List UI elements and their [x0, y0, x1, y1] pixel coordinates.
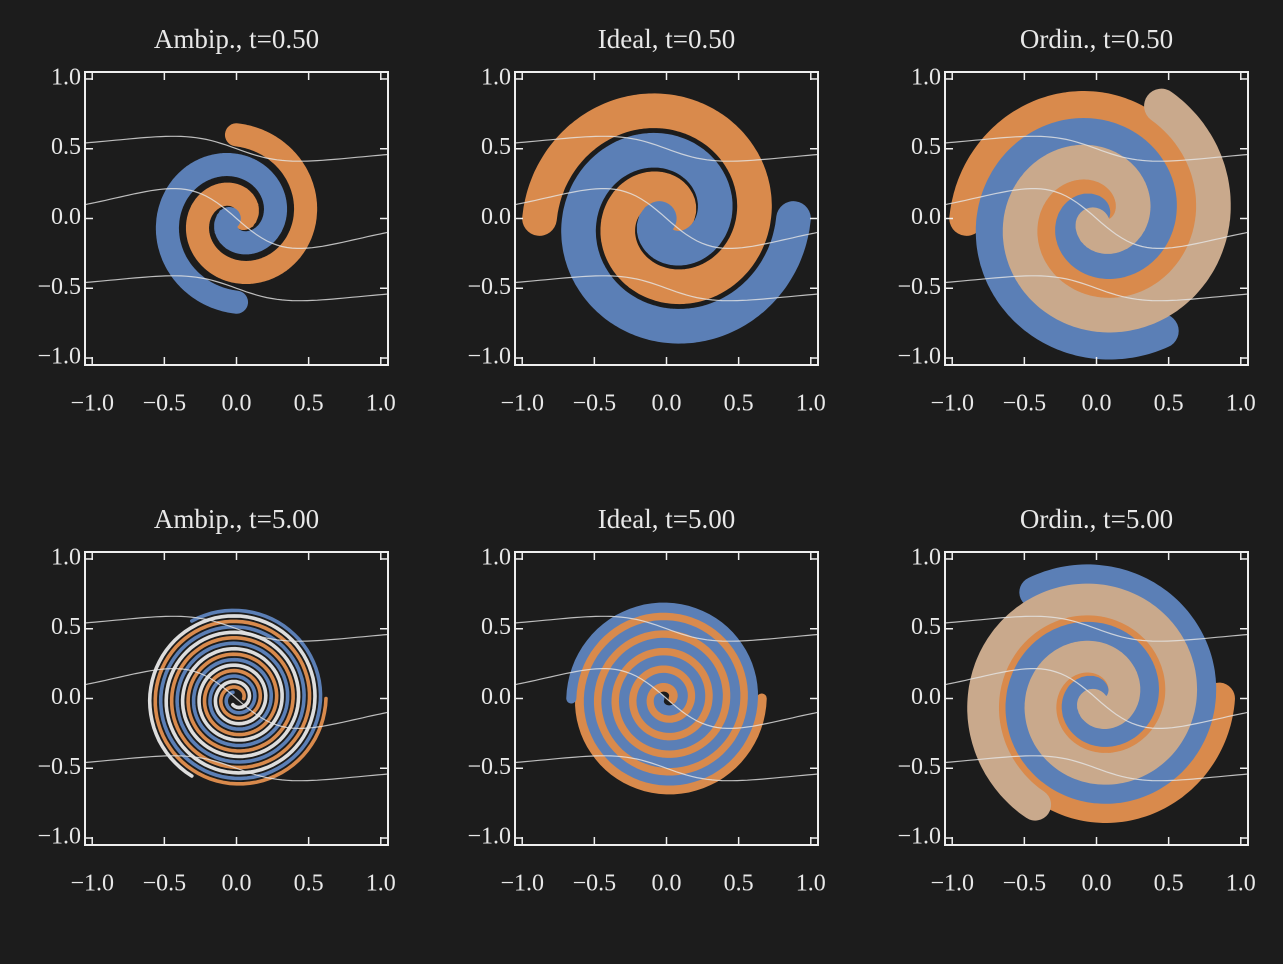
x-tick-label: −1.0: [500, 391, 544, 417]
page: {"chart_data": [ {"type": "image", "titl…: [0, 0, 1283, 964]
y-tick-label: −1.0: [467, 824, 511, 850]
x-tick-label: −1.0: [930, 871, 974, 897]
y-tick-label: 0.0: [911, 684, 941, 710]
y-tick-label: −0.5: [37, 274, 81, 300]
x-tick-label: 0.0: [652, 391, 682, 417]
x-tick-label: 1.0: [1226, 871, 1256, 897]
x-tick-label: 0.0: [222, 871, 252, 897]
x-tick-label: −0.5: [573, 391, 617, 417]
x-tick-label: 1.0: [796, 391, 826, 417]
y-tick-label: 0.5: [911, 134, 941, 160]
panel-title: Ordin., t=5.00: [1020, 504, 1173, 534]
x-tick-label: 1.0: [366, 391, 396, 417]
y-tick-label: 1.0: [911, 64, 941, 90]
x-tick-label: −0.5: [1003, 391, 1047, 417]
x-tick-label: −0.5: [573, 871, 617, 897]
y-tick-label: −1.0: [897, 824, 941, 850]
x-tick-label: −1.0: [500, 871, 544, 897]
y-tick-label: 0.5: [51, 134, 81, 160]
y-tick-label: 0.0: [911, 204, 941, 230]
x-tick-label: −1.0: [930, 391, 974, 417]
x-tick-label: 0.0: [652, 871, 682, 897]
panel-title: Ideal, t=5.00: [598, 504, 735, 534]
y-tick-label: 1.0: [481, 64, 511, 90]
y-tick-label: 0.5: [481, 134, 511, 160]
panel-title: Ideal, t=0.50: [598, 24, 735, 54]
y-tick-label: 0.0: [51, 684, 81, 710]
x-tick-label: 0.0: [1082, 871, 1112, 897]
y-tick-label: −0.5: [37, 754, 81, 780]
x-tick-label: −1.0: [70, 391, 114, 417]
y-tick-label: 1.0: [481, 544, 511, 570]
y-tick-label: 0.5: [481, 614, 511, 640]
y-tick-label: 1.0: [911, 544, 941, 570]
y-tick-label: 1.0: [51, 544, 81, 570]
panel-title: Ambip., t=5.00: [154, 504, 319, 534]
x-tick-label: −0.5: [143, 391, 187, 417]
x-tick-label: −0.5: [143, 871, 187, 897]
x-tick-label: −1.0: [70, 871, 114, 897]
x-tick-label: −0.5: [1003, 871, 1047, 897]
x-tick-label: 0.5: [724, 391, 754, 417]
y-tick-label: −0.5: [467, 274, 511, 300]
y-tick-label: −1.0: [37, 824, 81, 850]
x-tick-label: 1.0: [366, 871, 396, 897]
y-tick-label: 0.0: [51, 204, 81, 230]
x-tick-label: 0.5: [294, 871, 324, 897]
y-tick-label: −1.0: [37, 344, 81, 370]
x-tick-label: 0.0: [222, 391, 252, 417]
panel-title: Ambip., t=0.50: [154, 24, 319, 54]
x-tick-label: 1.0: [796, 871, 826, 897]
y-tick-label: −0.5: [467, 754, 511, 780]
y-tick-label: 0.5: [51, 614, 81, 640]
x-tick-label: 0.5: [1154, 391, 1184, 417]
figure: Ambip., t=0.50 −1.0 −0.5 0.0 0.5 1.0 −1.0 −0.5 0…: [0, 0, 1283, 964]
y-tick-label: 0.0: [481, 204, 511, 230]
x-tick-label: 0.0: [1082, 391, 1112, 417]
y-tick-label: 1.0: [51, 64, 81, 90]
y-tick-label: 0.5: [911, 614, 941, 640]
x-tick-label: 0.5: [294, 391, 324, 417]
y-tick-label: −1.0: [897, 344, 941, 370]
y-tick-label: −0.5: [897, 754, 941, 780]
y-tick-label: 0.0: [481, 684, 511, 710]
x-tick-label: 0.5: [724, 871, 754, 897]
y-tick-label: −1.0: [467, 344, 511, 370]
x-tick-label: 1.0: [1226, 391, 1256, 417]
panel-title: Ordin., t=0.50: [1020, 24, 1173, 54]
y-tick-label: −0.5: [897, 274, 941, 300]
x-tick-label: 0.5: [1154, 871, 1184, 897]
